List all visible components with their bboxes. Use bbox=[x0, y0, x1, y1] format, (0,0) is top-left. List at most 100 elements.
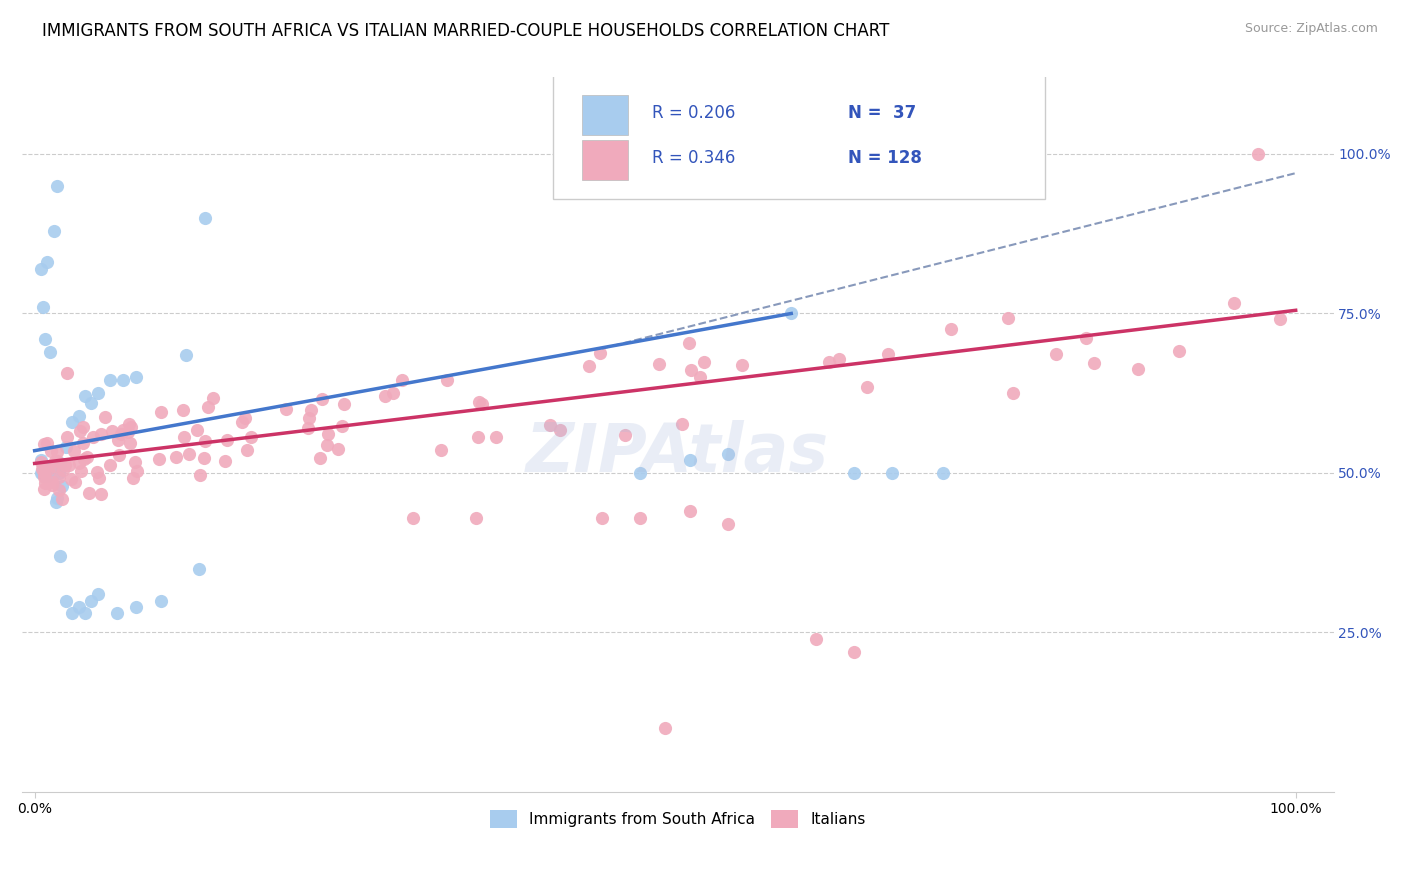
Point bbox=[32, 467, 55, 481]
Point bbox=[297, 420, 319, 434]
Point bbox=[194, 211, 217, 225]
Point bbox=[41, 478, 63, 492]
Point bbox=[124, 370, 146, 384]
Point bbox=[817, 355, 839, 369]
Point bbox=[32, 459, 55, 474]
Point bbox=[75, 389, 97, 403]
Point bbox=[1168, 344, 1191, 359]
Point bbox=[34, 482, 56, 496]
Point bbox=[30, 261, 52, 276]
Point bbox=[69, 424, 91, 438]
Point bbox=[679, 363, 702, 377]
Point bbox=[148, 452, 170, 467]
Point bbox=[276, 402, 298, 417]
Point bbox=[194, 434, 217, 448]
Point bbox=[34, 332, 56, 346]
Point bbox=[76, 450, 98, 464]
Point bbox=[150, 405, 173, 419]
Point bbox=[1247, 147, 1270, 161]
Point bbox=[39, 443, 62, 458]
Legend: Immigrants from South Africa, Italians: Immigrants from South Africa, Italians bbox=[484, 804, 872, 834]
Point bbox=[98, 374, 121, 388]
Point bbox=[62, 415, 84, 429]
Point bbox=[240, 430, 263, 444]
Point bbox=[538, 417, 561, 432]
Point bbox=[58, 458, 80, 472]
Point bbox=[34, 436, 56, 450]
Point bbox=[844, 466, 866, 480]
Point bbox=[1223, 295, 1246, 310]
Point bbox=[678, 336, 700, 351]
Point bbox=[38, 344, 60, 359]
Point bbox=[731, 358, 754, 372]
Point bbox=[844, 645, 866, 659]
Point bbox=[37, 466, 59, 480]
Point bbox=[107, 448, 129, 462]
Point bbox=[67, 456, 90, 470]
Point bbox=[186, 423, 208, 437]
Point bbox=[467, 430, 489, 444]
Point bbox=[32, 300, 55, 314]
Text: R = 0.346: R = 0.346 bbox=[651, 149, 735, 167]
Point bbox=[173, 429, 195, 443]
Point bbox=[465, 510, 488, 524]
Point bbox=[67, 599, 90, 614]
Point bbox=[1083, 356, 1105, 370]
Point bbox=[94, 409, 117, 424]
Point bbox=[62, 607, 84, 621]
Point bbox=[717, 447, 740, 461]
Point bbox=[297, 411, 319, 425]
Point bbox=[381, 385, 404, 400]
Point bbox=[72, 435, 94, 450]
Point bbox=[374, 389, 396, 403]
Point bbox=[124, 599, 146, 614]
Point bbox=[197, 400, 219, 414]
Point bbox=[86, 465, 108, 479]
Point bbox=[941, 322, 963, 336]
Point bbox=[648, 357, 671, 371]
Point bbox=[107, 434, 129, 448]
Point bbox=[311, 392, 333, 406]
Point bbox=[63, 444, 86, 458]
Text: IMMIGRANTS FROM SOUTH AFRICA VS ITALIAN MARRIED-COUPLE HOUSEHOLDS CORRELATION CH: IMMIGRANTS FROM SOUTH AFRICA VS ITALIAN … bbox=[42, 22, 890, 40]
Point bbox=[471, 397, 494, 411]
Point bbox=[693, 355, 716, 369]
Point bbox=[77, 486, 100, 500]
Point bbox=[402, 510, 425, 524]
Point bbox=[72, 420, 94, 434]
Point bbox=[235, 443, 257, 458]
Point bbox=[70, 464, 93, 478]
Point bbox=[165, 450, 187, 465]
Point bbox=[89, 471, 111, 485]
Point bbox=[30, 455, 52, 469]
Point bbox=[485, 429, 508, 443]
Point bbox=[45, 494, 67, 508]
Point bbox=[1076, 331, 1098, 345]
Point bbox=[49, 549, 72, 563]
Point bbox=[39, 466, 62, 480]
Point bbox=[34, 463, 56, 477]
Point bbox=[51, 491, 73, 506]
Point bbox=[1270, 312, 1292, 326]
Point bbox=[37, 463, 59, 477]
Point bbox=[48, 466, 70, 480]
Point bbox=[82, 430, 104, 444]
Point bbox=[63, 475, 86, 489]
Point bbox=[42, 223, 65, 237]
Point bbox=[44, 466, 66, 480]
Point bbox=[588, 345, 610, 359]
Point bbox=[34, 469, 56, 483]
Point bbox=[56, 430, 79, 444]
Text: R = 0.206: R = 0.206 bbox=[651, 104, 735, 122]
Point bbox=[30, 453, 52, 467]
Point bbox=[111, 423, 134, 437]
Point bbox=[1002, 385, 1025, 400]
Point bbox=[436, 373, 458, 387]
Point bbox=[105, 607, 128, 621]
Point bbox=[111, 374, 134, 388]
Point bbox=[120, 420, 142, 434]
Point bbox=[31, 462, 53, 476]
Point bbox=[231, 415, 253, 429]
Point bbox=[628, 466, 651, 480]
Point bbox=[806, 632, 828, 646]
